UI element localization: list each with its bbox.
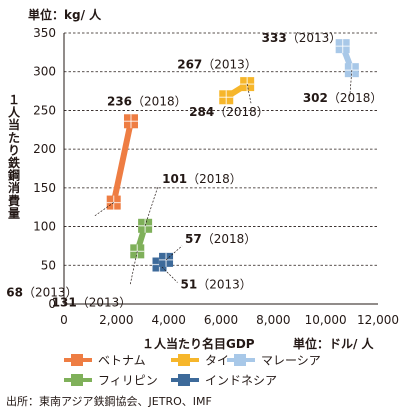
data-label-year: （2018） — [187, 172, 242, 186]
x-tick-label: 6,000 — [204, 313, 238, 327]
data-label-year: （2013） — [77, 296, 132, 310]
legend-label: ベトナム — [98, 354, 146, 368]
legend-label: タイ — [205, 354, 229, 368]
data-label-year: （2018） — [214, 105, 269, 119]
data-label: 333（2013） — [262, 31, 342, 45]
data-label: 267（2013） — [177, 57, 257, 71]
data-label: 302（2018） — [303, 91, 383, 105]
x-tick-label: 2,000 — [99, 313, 133, 327]
data-label: 101（2018） — [162, 172, 242, 186]
data-label-value: 68 — [6, 285, 23, 299]
source-note: 出所：東南アジア鉄鋼協会、JETRO、IMF — [6, 394, 212, 408]
legend-label: マレーシア — [261, 354, 321, 368]
data-label-year: （2013） — [23, 285, 78, 299]
y-tick-label: 0 — [48, 297, 56, 311]
data-label-value: 131 — [52, 296, 77, 310]
data-label-value: 57 — [185, 232, 202, 246]
data-label: 57（2018） — [185, 232, 256, 246]
x-unit-label: 単位：ドル/ 人 — [293, 336, 375, 351]
data-label: 236（2018） — [107, 94, 187, 108]
data-label-year: （2013） — [197, 278, 252, 292]
data-label-value: 267 — [177, 57, 202, 71]
y-tick-label: 150 — [33, 181, 56, 195]
data-label-value: 51 — [181, 278, 198, 292]
legend-swatch-marker — [178, 354, 190, 366]
y-unit-label: 単位：kg/ 人 — [28, 7, 102, 22]
legend-swatch-marker — [71, 374, 83, 386]
leader-line — [159, 264, 178, 283]
data-label-year: （2013） — [287, 31, 342, 45]
leader-line — [129, 251, 138, 285]
data-label-value: 236 — [107, 94, 132, 108]
data-label: 68（2013） — [6, 285, 77, 299]
legend-label: インドネシア — [205, 374, 277, 388]
y-tick-label: 50 — [41, 258, 56, 272]
x-axis-title: １人当たり名目GDP — [142, 336, 255, 351]
data-label: 131（2013） — [52, 296, 132, 310]
y-axis-title: １人当たり鉄鋼消費量 — [7, 93, 21, 220]
legend-swatch-marker — [178, 374, 190, 386]
y-tick-label: 100 — [33, 220, 56, 234]
data-label-year: （2018） — [328, 91, 383, 105]
y-tick-label: 250 — [33, 103, 56, 117]
leader-line — [144, 185, 159, 226]
x-tick-label: 4,000 — [151, 313, 185, 327]
x-tick-label: 0 — [60, 313, 68, 327]
x-tick-label: 8,000 — [256, 313, 290, 327]
data-label-value: 284 — [189, 105, 214, 119]
legend-swatch-marker — [234, 354, 246, 366]
data-label: 51（2013） — [181, 278, 252, 292]
y-tick-label: 350 — [33, 26, 56, 40]
data-label-year: （2013） — [202, 57, 257, 71]
data-label-value: 302 — [303, 91, 328, 105]
data-label-year: （2018） — [132, 94, 187, 108]
legend-label: フィリピン — [98, 374, 158, 388]
data-label: 284（2018） — [189, 105, 269, 119]
series-line — [110, 120, 134, 204]
legend-swatch-marker — [71, 354, 83, 366]
data-label-value: 333 — [262, 31, 287, 45]
leader-line — [349, 70, 353, 97]
leader-line — [165, 245, 183, 261]
data-label-year: （2018） — [202, 232, 257, 246]
y-tick-label: 200 — [33, 142, 56, 156]
y-tick-label: 300 — [33, 65, 56, 79]
data-label-value: 101 — [162, 172, 187, 186]
x-tick-label: 10,000 — [305, 313, 347, 327]
leader-line — [93, 202, 114, 217]
x-tick-label: 12,000 — [357, 313, 399, 327]
